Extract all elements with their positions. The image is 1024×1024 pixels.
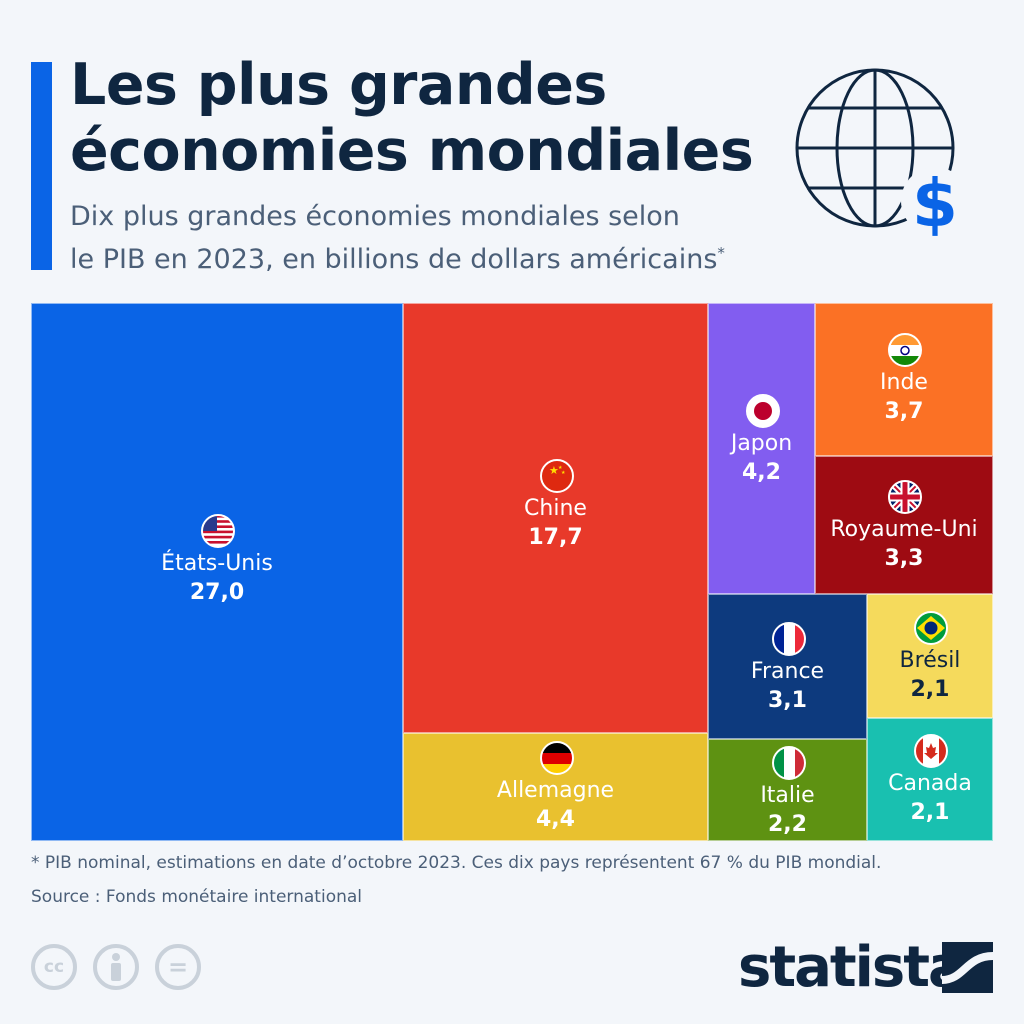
cell-value: 2,1 — [910, 800, 950, 825]
treemap-cell: Italie 2,2 — [708, 739, 867, 841]
cell-label: États-Unis — [161, 551, 273, 576]
subtitle-line-1: Dix plus grandes économies mondiales sel… — [70, 201, 680, 232]
svg-text:★: ★ — [549, 464, 559, 477]
svg-text:$: $ — [912, 165, 958, 241]
globe-dollar-icon: $ — [795, 68, 969, 241]
treemap-cell: Canada 2,1 — [867, 718, 993, 841]
cell-label: Royaume-Uni — [830, 517, 978, 542]
flag-jp-icon — [745, 394, 780, 428]
cell-value: 4,2 — [742, 460, 781, 485]
no-derivatives-icon: = — [155, 944, 201, 990]
flag-us-icon — [201, 514, 235, 548]
footnote-mark: * — [717, 244, 725, 262]
flag-cn-icon: ★ ★ ★ — [539, 459, 574, 493]
svg-text:★: ★ — [561, 470, 566, 476]
cell-label: Inde — [880, 370, 928, 395]
cell-label: France — [750, 659, 825, 684]
cell-value: 3,7 — [884, 399, 924, 424]
footnote: * PIB nominal, estimations en date d’oct… — [31, 853, 882, 873]
treemap-cell: Royaume-Uni 3,3 — [815, 456, 993, 594]
statista-logo: statista — [738, 935, 966, 1000]
title-line-2: économies mondiales — [70, 118, 754, 184]
cc-icon-text: cc — [43, 957, 65, 977]
subtitle-line-2: le PIB en 2023, en billions de dollars a… — [70, 244, 718, 275]
cell-label: Allemagne — [496, 778, 615, 803]
treemap-cell: Brésil 2,1 — [867, 594, 993, 718]
cell-value: 2,1 — [910, 677, 950, 702]
cell-label: Japon — [730, 431, 793, 456]
flag-gb-icon — [888, 480, 922, 514]
flag-in-icon — [888, 333, 922, 367]
cell-label: Canada — [888, 771, 972, 796]
svg-text:★: ★ — [558, 465, 563, 471]
cell-value: 4,4 — [536, 807, 575, 832]
treemap-cell: ★ ★ ★ Chine 17,7 — [403, 303, 708, 733]
person-icon — [111, 953, 121, 981]
source: Source : Fonds monétaire international — [31, 887, 363, 907]
no-derivatives-icon-text: = — [167, 953, 189, 981]
treemap-cell: Japon 4,2 — [708, 303, 815, 594]
title-line-1: Les plus grandes — [70, 52, 607, 118]
treemap-cell: États-Unis 27,0 — [31, 303, 403, 841]
flag-de-icon — [539, 741, 574, 775]
statista-logo-mark — [942, 942, 993, 993]
treemap-cell: Allemagne 4,4 — [403, 733, 708, 841]
subtitle: Dix plus grandes économies mondiales sel… — [70, 198, 725, 278]
flag-br-icon — [914, 611, 948, 645]
cell-value: 27,0 — [189, 580, 245, 605]
cc-icon: cc — [31, 944, 77, 990]
cell-value: 2,2 — [768, 812, 807, 837]
flag-ca-icon — [914, 734, 948, 768]
title-accent-bar — [31, 62, 52, 270]
treemap-cell: France 3,1 — [708, 594, 867, 739]
cell-value: 3,1 — [768, 688, 807, 713]
cell-label: Italie — [760, 783, 815, 808]
attribution-icon — [93, 944, 139, 990]
treemap-cell: Inde 3,7 — [815, 303, 993, 456]
page-title: Les plus grandes économies mondiales — [70, 52, 754, 184]
flag-it-icon — [771, 746, 806, 780]
cell-value: 17,7 — [528, 525, 583, 550]
cell-label: Chine — [524, 496, 587, 521]
flag-fr-icon — [771, 622, 806, 656]
cell-label: Brésil — [899, 648, 961, 673]
cell-value: 3,3 — [884, 546, 924, 571]
